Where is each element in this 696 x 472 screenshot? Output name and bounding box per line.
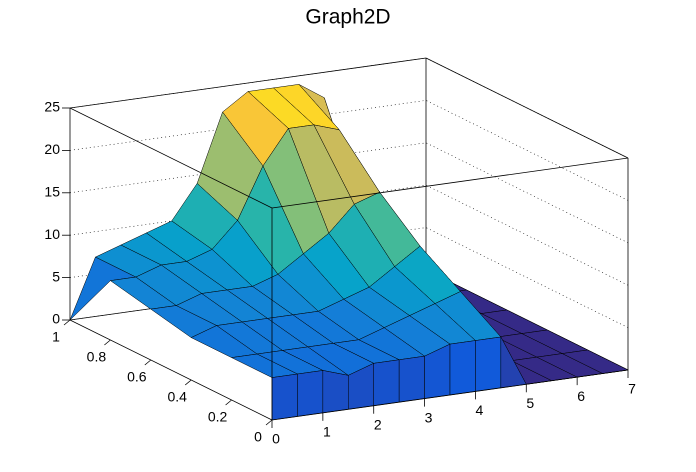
- x-tick-label: 1: [323, 424, 331, 440]
- z-tick-label: 5: [52, 268, 60, 284]
- z-tick-label: 10: [44, 226, 60, 242]
- y-tick: [144, 359, 152, 366]
- x-tick-label: 6: [577, 388, 585, 404]
- surface-wall: [297, 370, 324, 417]
- y-tick-label: 0: [254, 429, 262, 445]
- z-tick-label: 25: [44, 99, 60, 115]
- surface-wall: [398, 355, 425, 403]
- x-tick-label: 3: [425, 409, 433, 425]
- z-tick-label: 15: [44, 184, 60, 200]
- y-tick: [225, 399, 232, 406]
- box-edge: [271, 157, 629, 209]
- box-edge: [271, 369, 629, 421]
- x-tick-label: 5: [526, 395, 534, 411]
- x-tick-label: 4: [476, 402, 484, 418]
- surface-wall: [475, 336, 502, 392]
- surface-wall: [322, 370, 349, 414]
- box-edge: [69, 107, 273, 209]
- box-edge: [69, 319, 273, 421]
- chart-title: Graph2D: [305, 6, 390, 29]
- y-tick-label: 1: [52, 329, 60, 345]
- surface-wall: [449, 340, 476, 396]
- surface-wall: [373, 359, 400, 407]
- x-tick-label: 0: [272, 431, 280, 447]
- y-tick-label: 0.8: [87, 349, 107, 365]
- y-tick-label: 0.4: [167, 389, 187, 405]
- x-tick-label: 2: [374, 416, 382, 432]
- y-tick: [63, 319, 71, 326]
- x-tick-label: 7: [628, 381, 636, 397]
- y-tick: [104, 339, 111, 346]
- z-tick-label: 20: [44, 141, 60, 157]
- y-tick: [184, 379, 192, 386]
- y-tick-label: 0.6: [127, 369, 147, 385]
- surface-wall: [271, 373, 298, 421]
- box-edge: [69, 57, 427, 109]
- box-edge: [425, 57, 629, 159]
- y-tick-label: 0.2: [208, 409, 228, 425]
- z-tick-label: 0: [52, 311, 60, 327]
- y-tick: [265, 419, 273, 426]
- grid-line: [69, 57, 629, 159]
